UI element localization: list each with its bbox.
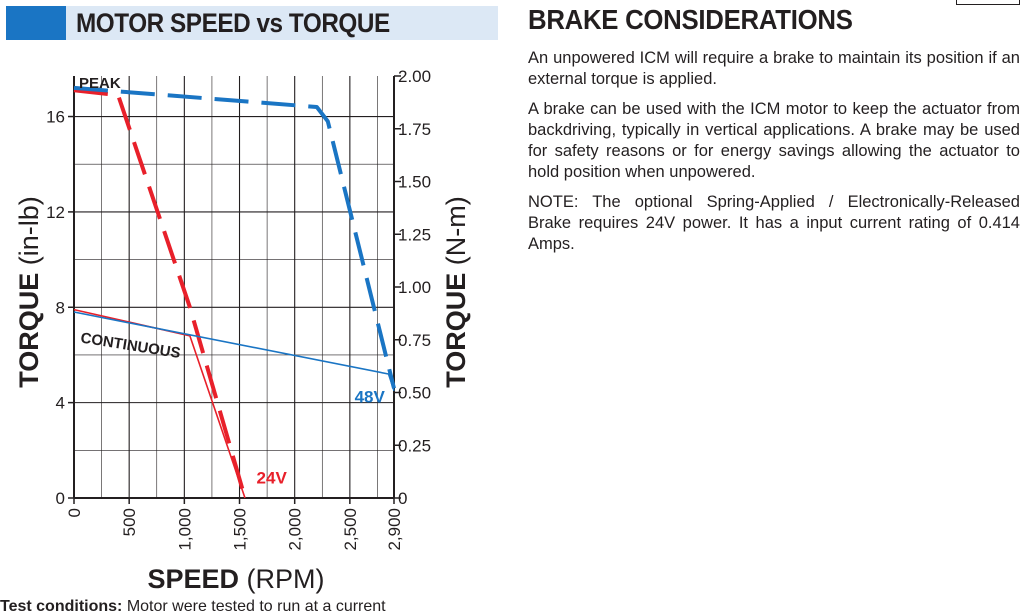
brake-paragraph-1: An unpowered ICM will require a brake to… xyxy=(528,49,1020,88)
y-left-axis-title: TORQUE (in-lb) xyxy=(14,196,44,388)
y-right-axis-title-unit: (N-m) xyxy=(441,196,471,265)
y-left-tick-label: 0 xyxy=(56,489,65,508)
test-conditions-note: Test conditions: Motor were tested to ru… xyxy=(0,598,386,616)
y-right-tick-label: 0 xyxy=(398,489,407,508)
x-axis-title-unit: (RPM) xyxy=(247,564,325,594)
brake-section-title: BRAKE CONSIDERATIONS xyxy=(528,4,853,35)
peak-annotation: PEAK xyxy=(79,75,121,92)
y-left-tick-label: 16 xyxy=(46,108,65,127)
x-tick-label: 1,000 xyxy=(175,508,194,551)
header-accent-block xyxy=(6,6,66,40)
x-tick-label: 1,500 xyxy=(231,508,250,551)
series-48V-continuous-line xyxy=(73,311,395,391)
x-tick-label: 2,900 xyxy=(385,508,404,551)
y-left-tick-label: 8 xyxy=(56,298,65,317)
y-left-tick-label: 4 xyxy=(56,394,65,413)
series-24V-label: 24V xyxy=(257,469,288,488)
y-right-tick-label: 1.75 xyxy=(398,120,431,139)
y-right-tick-label: 0.75 xyxy=(398,331,431,350)
y-left-axis-title-unit: (in-lb) xyxy=(14,196,44,265)
y-right-tick-label: 1.25 xyxy=(398,225,431,244)
speed-torque-chart: 0 4 8 12 16 0 0.25 0.50 0.75 1.00 1.25 1.50 1.75 2.00… xyxy=(14,67,471,594)
brake-paragraph-3: NOTE: The optional Spring-Applied / Elec… xyxy=(528,193,1020,253)
series-48V-peak-line xyxy=(73,85,396,389)
continuous-annotation: CONTINUOUS xyxy=(79,329,181,362)
x-axis-title: SPEED (RPM) xyxy=(147,564,324,594)
series-24V-continuous-line xyxy=(73,308,246,499)
x-tick-label: 2,500 xyxy=(341,508,360,551)
x-tick-label: 500 xyxy=(120,508,139,536)
brake-paragraph-2: A brake can be used with the ICM motor t… xyxy=(528,100,1020,181)
y-right-tick-label: 1.50 xyxy=(398,173,431,192)
y-right-axis-title: TORQUE (N-m) xyxy=(441,196,471,387)
x-tick-label: 2,000 xyxy=(286,508,305,551)
x-tick-label: 0 xyxy=(65,508,84,517)
y-right-tick-label: 0.25 xyxy=(398,436,431,455)
x-axis-title-bold: SPEED xyxy=(147,564,246,594)
chart-header-bar: MOTOR SPEED vs TORQUE xyxy=(6,6,498,40)
corner-box-decoration xyxy=(956,0,1020,5)
y-right-axis-title-bold: TORQUE xyxy=(441,265,471,388)
y-left-tick-label: 12 xyxy=(46,203,65,222)
brake-section-body: An unpowered ICM will require a brake to… xyxy=(528,48,1020,264)
chart-section-title: MOTOR SPEED vs TORQUE xyxy=(76,8,390,38)
y-right-tick-label: 0.50 xyxy=(398,384,431,403)
y-right-tick-label: 1.00 xyxy=(398,278,431,297)
series-24V-peak-line xyxy=(73,88,247,499)
series-48V-label: 48V xyxy=(355,388,386,407)
y-left-axis-title-bold: TORQUE xyxy=(14,265,44,388)
y-right-tick-label: 2.00 xyxy=(398,67,431,86)
